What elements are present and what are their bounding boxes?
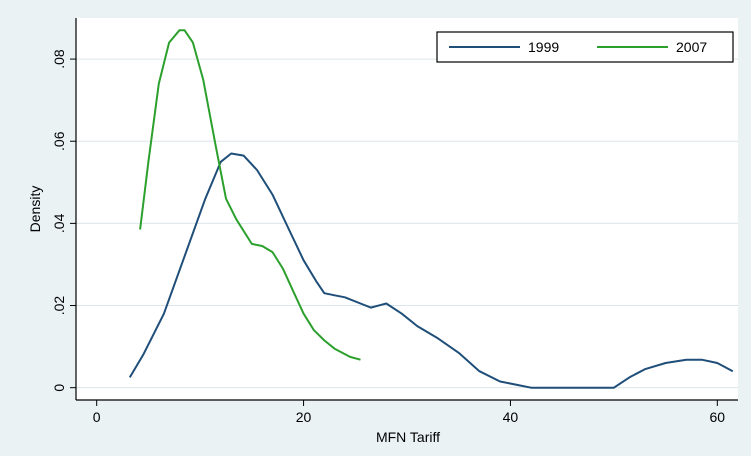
y-tick-label: 0 [51, 384, 67, 392]
y-axis-label: Density [27, 186, 43, 233]
axes: 0 .02 .04 .06 .08 0 20 40 60 [51, 18, 738, 425]
series-line-1999 [128, 152, 734, 389]
series-line-2007 [139, 29, 361, 361]
legend-label-1999: 1999 [528, 39, 559, 55]
grid-lines [76, 58, 738, 389]
legend: 1999 2007 [436, 31, 734, 63]
y-tick-label: .04 [51, 213, 67, 233]
x-axis-label: MFN Tariff [376, 429, 440, 445]
x-tick-label: 0 [93, 409, 101, 425]
x-tick-label: 20 [296, 409, 312, 425]
y-tick-label: .02 [51, 296, 67, 316]
legend-label-2007: 2007 [676, 39, 707, 55]
plot-area [76, 18, 738, 400]
y-tick-label: .06 [51, 131, 67, 151]
x-tick-label: 40 [503, 409, 519, 425]
series-lines [128, 29, 734, 389]
x-tick-label: 60 [710, 409, 726, 425]
y-tick-label: .08 [51, 49, 67, 69]
